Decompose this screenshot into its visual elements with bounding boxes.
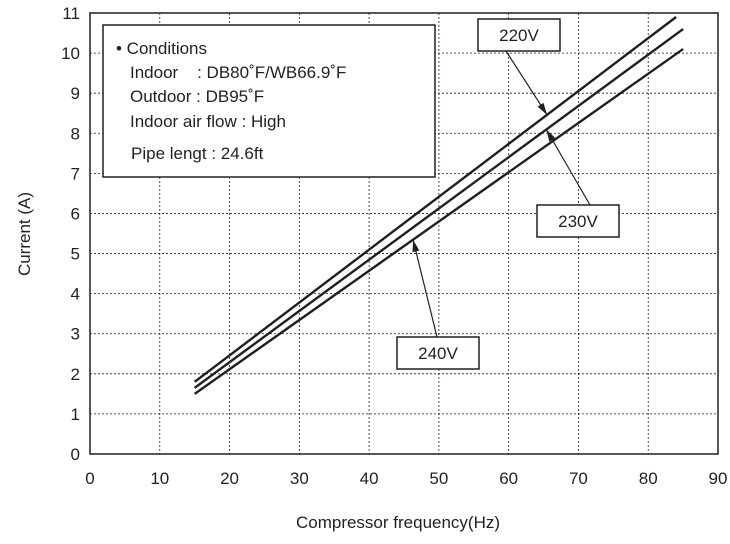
x-tick-label-60: 60 xyxy=(499,469,518,488)
y-tick-label-0: 0 xyxy=(71,445,80,464)
callout-arrow-230v xyxy=(545,129,591,206)
y-tick-label-7: 7 xyxy=(71,164,80,183)
y-tick-label-8: 8 xyxy=(71,124,80,143)
conditions-heading: • Conditions xyxy=(116,39,207,58)
x-tick-label-40: 40 xyxy=(360,469,379,488)
series-callouts: 220V 230V 240V xyxy=(396,18,620,370)
y-tick-label-3: 3 xyxy=(71,325,80,344)
y-tick-label-2: 2 xyxy=(71,365,80,384)
callout-label-240v: 240V xyxy=(418,344,458,363)
y-tick-label-6: 6 xyxy=(71,204,80,223)
x-tick-label-30: 30 xyxy=(290,469,309,488)
callout-box-220v xyxy=(477,18,561,52)
y-tick-label-1: 1 xyxy=(71,405,80,424)
conditions-outdoor: Outdoor : DB95˚F xyxy=(130,87,264,106)
conditions-box-frame xyxy=(102,24,436,178)
x-tick-label-50: 50 xyxy=(429,469,448,488)
callout-label-230v: 230V xyxy=(558,212,598,231)
callout-arrowhead-240v xyxy=(412,239,420,253)
conditions-airflow: Indoor air flow : High xyxy=(130,112,286,131)
callout-label-220v: 220V xyxy=(499,26,539,45)
series-layer xyxy=(193,16,684,395)
y-tick-label-4: 4 xyxy=(71,285,80,304)
series-line-240v xyxy=(193,48,684,395)
conditions-indoor: Indoor : DB80˚F/WB66.9˚F xyxy=(130,63,346,82)
x-tick-labels: 0 10 20 30 40 50 60 70 80 90 xyxy=(85,469,727,488)
callout-arrowhead-230v xyxy=(546,129,556,142)
callout-box-240v xyxy=(396,336,480,370)
callout-arrow-240v xyxy=(412,239,438,338)
plot-frame xyxy=(89,12,719,455)
conditions-box: • Conditions Indoor : DB80˚F/WB66.9˚F Ou… xyxy=(102,24,436,178)
y-tick-label-10: 10 xyxy=(61,44,80,63)
x-tick-label-70: 70 xyxy=(569,469,588,488)
series-line-220v xyxy=(193,16,677,383)
x-tick-label-0: 0 xyxy=(85,469,94,488)
callout-arrow-220v xyxy=(505,50,548,116)
x-tick-label-90: 90 xyxy=(709,469,728,488)
y-tick-label-11: 11 xyxy=(62,4,80,23)
callout-arrowhead-220v xyxy=(537,102,548,115)
x-tick-label-80: 80 xyxy=(639,469,658,488)
series-line-230v xyxy=(193,28,684,389)
conditions-pipe-length: Pipe lengt : 24.6ft xyxy=(131,144,264,163)
x-axis-title: Compressor frequency(Hz) xyxy=(296,513,500,532)
x-tick-label-10: 10 xyxy=(150,469,169,488)
y-tick-label-9: 9 xyxy=(71,84,80,103)
callout-box-230v xyxy=(536,204,620,238)
y-axis-title: Current (A) xyxy=(15,192,34,276)
y-tick-labels: 0 1 2 3 4 5 6 7 8 9 10 11 xyxy=(61,4,80,464)
y-tick-label-5: 5 xyxy=(71,245,80,264)
x-tick-label-20: 20 xyxy=(220,469,239,488)
